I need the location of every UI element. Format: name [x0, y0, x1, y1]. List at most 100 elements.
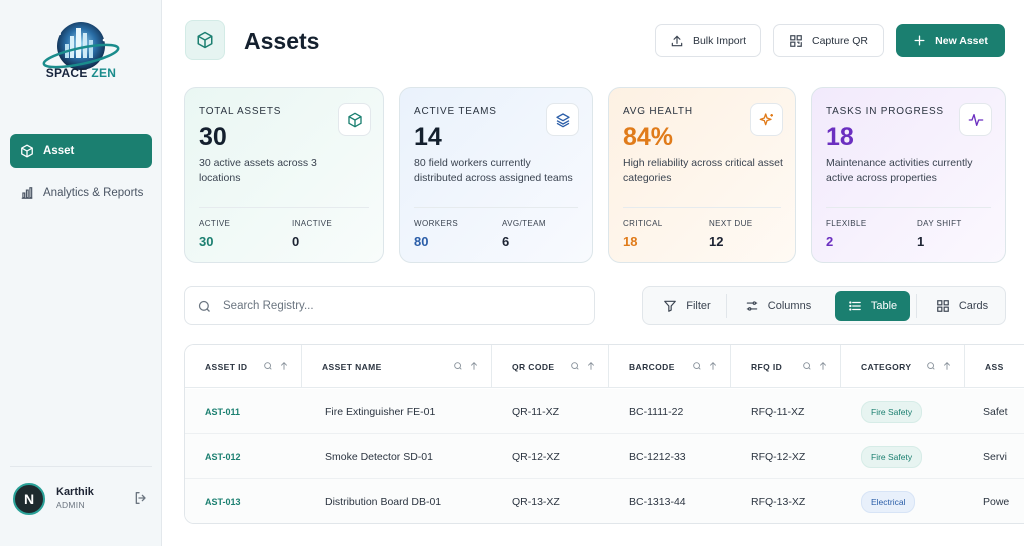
cards-view-button[interactable]: Cards — [923, 291, 1001, 321]
stat-label: TOTAL ASSETS — [199, 106, 282, 117]
sub-label-active: ACTIVE — [199, 219, 231, 228]
sub-value-day-shift: 1 — [917, 234, 925, 249]
divider — [10, 466, 152, 467]
cell-qr-code: QR-12-XZ — [512, 450, 560, 463]
column-header-barcode[interactable]: BARCODE — [609, 345, 731, 388]
stat-label: TASKS IN PROGRESS — [826, 106, 944, 117]
divider — [826, 207, 991, 208]
table-label: Table — [870, 300, 898, 312]
sort-arrow-icon[interactable] — [818, 361, 828, 371]
page-title: Assets — [244, 28, 320, 54]
stat-description: 80 field workers currently distributed a… — [414, 157, 573, 184]
bulk-import-label: Bulk Import — [692, 34, 747, 47]
sub-label-avg-team: AVG/TEAM — [502, 219, 546, 228]
new-asset-button[interactable]: New Asset — [896, 24, 1005, 57]
cell-asset-name: Distribution Board DB-01 — [325, 495, 442, 508]
pulse-icon — [959, 103, 992, 136]
cell-category: Fire Safety — [841, 434, 965, 479]
search-icon — [198, 300, 210, 312]
cell-asset-name: Fire Extinguisher FE-01 — [325, 405, 436, 418]
column-label: CATEGORY — [861, 361, 912, 372]
stat-label: ACTIVE TEAMS — [414, 106, 497, 117]
cell-asset-id[interactable]: AST-012 — [205, 451, 241, 462]
filter-button[interactable]: Filter — [649, 291, 725, 321]
sub-label-critical: CRITICAL — [623, 219, 663, 228]
table-row[interactable]: AST-012 Smoke Detector SD-01 QR-12-XZ BC… — [185, 434, 1024, 479]
stat-card-avg-health: AVG HEALTH 84% High reliability across c… — [608, 87, 796, 263]
column-header-asset-name[interactable]: ASSET NAME — [302, 345, 492, 388]
search-box — [184, 286, 595, 325]
cell-truncated: Servi — [983, 450, 1007, 463]
columns-button[interactable]: Columns — [733, 291, 823, 321]
column-label: BARCODE — [629, 361, 675, 372]
new-asset-label: New Asset — [935, 34, 988, 47]
table-row[interactable]: AST-011 Fire Extinguisher FE-01 QR-11-XZ… — [185, 389, 1024, 434]
bar-chart-icon — [20, 186, 34, 200]
stat-value: 18 — [826, 123, 854, 151]
sort-arrow-icon[interactable] — [708, 361, 718, 371]
cell-barcode: BC-1212-33 — [629, 450, 686, 463]
cell-rfq-id: RFQ-13-XZ — [751, 495, 806, 508]
sub-value-active: 30 — [199, 234, 214, 249]
cell-qr-code: QR-11-XZ — [512, 405, 560, 418]
logout-icon[interactable] — [133, 490, 149, 506]
column-header-truncated[interactable]: ASS — [965, 345, 1024, 388]
filter-label: Filter — [686, 300, 711, 312]
column-header-asset-id[interactable]: ASSET ID — [185, 345, 302, 388]
sort-arrow-icon[interactable] — [279, 361, 289, 371]
cards-label: Cards — [958, 300, 989, 312]
divider — [726, 294, 727, 318]
column-label: ASSET NAME — [322, 361, 382, 372]
category-badge: Electrical — [861, 490, 916, 513]
qr-code-icon — [790, 34, 802, 47]
cell-rfq-id: RFQ-12-XZ — [751, 450, 806, 463]
sub-value-avg-team: 6 — [502, 234, 510, 249]
stat-value: 84% — [623, 123, 674, 151]
search-input[interactable] — [223, 296, 583, 316]
filter-icon — [664, 300, 677, 312]
sort-arrow-icon[interactable] — [586, 361, 596, 371]
divider — [623, 207, 781, 208]
cell-rfq-id: RFQ-11-XZ — [751, 405, 805, 418]
cell-asset-id[interactable]: AST-013 — [205, 496, 241, 507]
search-icon[interactable] — [802, 361, 812, 371]
table-row[interactable]: AST-013 Distribution Board DB-01 QR-13-X… — [185, 479, 1024, 523]
avatar[interactable]: N — [13, 483, 45, 515]
search-icon[interactable] — [926, 361, 936, 371]
sub-value-flexible: 2 — [826, 234, 834, 249]
brand-name-part2: ZEN — [91, 66, 117, 80]
search-icon[interactable] — [570, 361, 580, 371]
bulk-import-button[interactable]: Bulk Import — [655, 24, 761, 57]
search-icon[interactable] — [692, 361, 702, 371]
sub-label-flexible: FLEXIBLE — [826, 219, 867, 228]
sidebar-item-label: Asset — [43, 145, 75, 157]
sort-arrow-icon[interactable] — [942, 361, 952, 371]
table-view-button[interactable]: Table — [835, 291, 910, 321]
sub-value-critical: 18 — [623, 234, 638, 249]
list-icon — [849, 301, 861, 311]
sliders-icon — [746, 301, 758, 311]
sub-label-next-due: NEXT DUE — [709, 219, 753, 228]
sub-label-workers: WORKERS — [414, 219, 459, 228]
sidebar-item-analytics-reports[interactable]: Analytics & Reports — [10, 176, 152, 210]
column-header-qr-code[interactable]: QR CODE — [492, 345, 609, 388]
capture-qr-button[interactable]: Capture QR — [773, 24, 884, 57]
sidebar-item-asset[interactable]: Asset — [10, 134, 152, 168]
cell-asset-id[interactable]: AST-011 — [205, 406, 241, 417]
column-header-category[interactable]: CATEGORY — [841, 345, 965, 388]
stat-label: AVG HEALTH — [623, 106, 693, 117]
stat-description: High reliability across critical asset c… — [623, 157, 783, 184]
search-icon[interactable] — [453, 361, 463, 371]
sub-value-next-due: 12 — [709, 234, 724, 249]
sort-arrow-icon[interactable] — [469, 361, 479, 371]
sparkle-icon — [750, 103, 783, 136]
stat-card-active-teams: ACTIVE TEAMS 14 80 field workers current… — [399, 87, 593, 263]
divider — [414, 207, 578, 208]
column-header-rfq-id[interactable]: RFQ ID — [731, 345, 841, 388]
stat-description: Maintenance activities currently active … — [826, 157, 973, 184]
space-zen-logo — [42, 22, 120, 70]
column-label: ASSET ID — [205, 361, 248, 372]
cell-category: Fire Safety — [841, 389, 965, 434]
capture-qr-label: Capture QR — [811, 34, 869, 47]
search-icon[interactable] — [263, 361, 273, 371]
